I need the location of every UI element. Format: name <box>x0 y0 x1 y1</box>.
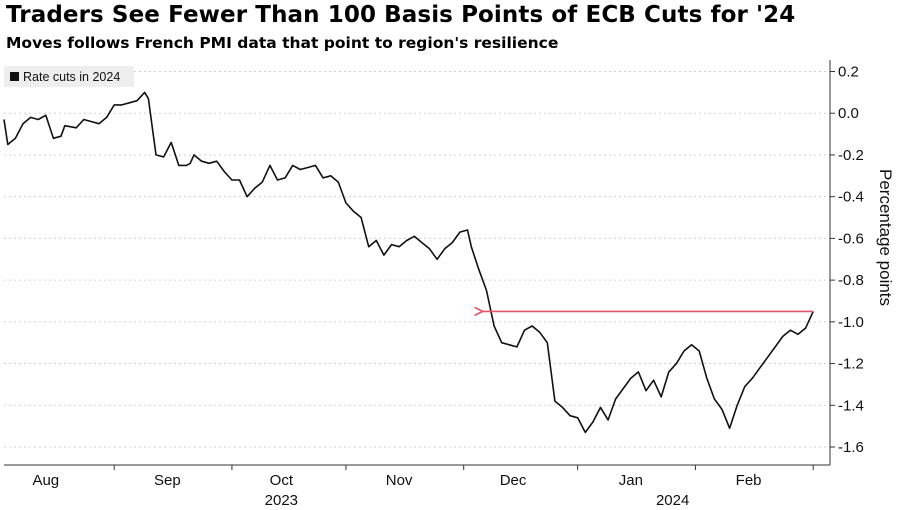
gridlines <box>4 71 830 448</box>
x-tick-label: Oct <box>270 472 294 489</box>
chart-title: Traders See Fewer Than 100 Basis Points … <box>6 2 796 28</box>
legend: Rate cuts in 2024 <box>4 66 134 87</box>
legend-label: Rate cuts in 2024 <box>23 70 120 84</box>
y-tick-label: -0.4 <box>838 189 864 206</box>
y-tick-label: 0.2 <box>838 64 859 81</box>
x-tick-label: Jan <box>619 472 643 489</box>
x-tick-label: Nov <box>386 472 413 489</box>
x-year-label: 2024 <box>656 492 689 509</box>
chart-subtitle: Moves follows French PMI data that point… <box>6 34 559 52</box>
x-tick-label: Dec <box>500 472 527 489</box>
x-tick-label: Feb <box>736 472 762 489</box>
y-axis-label: Percentage points <box>876 169 895 306</box>
y-tick-label: -0.2 <box>838 147 864 164</box>
y-tick-label: 0.0 <box>838 105 859 122</box>
x-tick-label: Aug <box>32 472 59 489</box>
x-tick-label: Sep <box>154 472 181 489</box>
series <box>3 91 814 434</box>
axes: 0.2 0.0 -0.2 -0.4 -0.6 -0.8 -1.0 -1.2 -1.4 -1.6 Au… <box>4 60 864 509</box>
legend-swatch <box>10 72 19 81</box>
y-tick-label: -1.2 <box>838 356 864 373</box>
x-year-label: 2023 <box>265 492 298 509</box>
y-tick-label: -0.8 <box>838 272 864 289</box>
y-tick-label: -1.6 <box>838 439 864 456</box>
y-tick-label: -0.6 <box>838 230 864 247</box>
legend-box <box>4 66 134 87</box>
y-tick-label: -1.0 <box>838 314 864 331</box>
series-line-rate-cuts <box>3 91 814 434</box>
y-tick-label: -1.4 <box>838 397 864 414</box>
